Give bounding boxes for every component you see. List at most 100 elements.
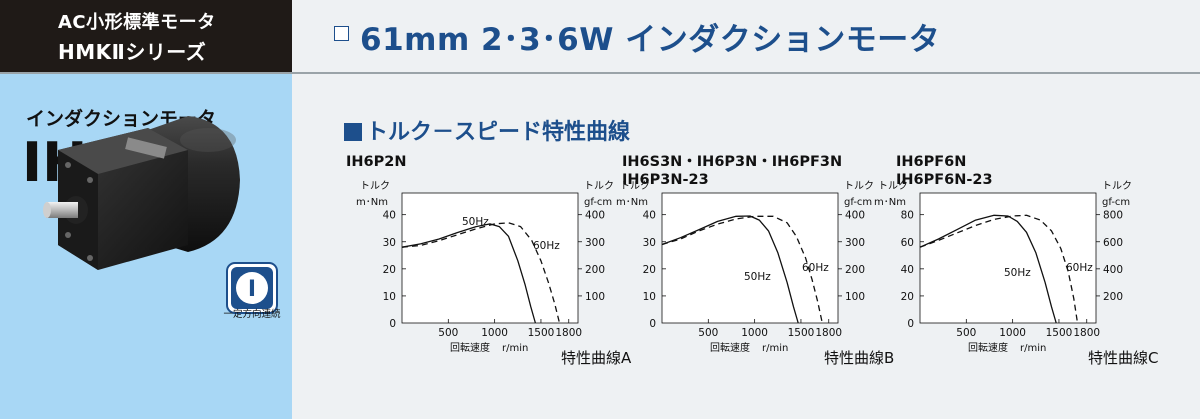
y-axis-unit-left: m･Nm xyxy=(616,197,648,208)
series-label-50hz: 50Hz xyxy=(462,216,489,228)
y-tick-label-left: 0 xyxy=(389,318,396,330)
y-axis-label-right: トルク xyxy=(844,180,874,192)
x-tick-label: 1500 xyxy=(528,327,555,339)
x-axis-label: 回転速度 xyxy=(450,341,490,354)
chart-a-model-1: IH6P2N xyxy=(346,154,407,170)
x-tick-label: 1000 xyxy=(741,327,768,339)
y-tick-label-right: 100 xyxy=(845,291,865,303)
motor-image xyxy=(43,116,240,270)
y-tick-label-right: 400 xyxy=(585,210,605,222)
x-tick-label: 500 xyxy=(698,327,718,339)
y-axis-label-right: トルク xyxy=(1102,180,1132,192)
x-tick-label: 1500 xyxy=(1046,327,1073,339)
y-axis-unit-left: m･Nm xyxy=(356,197,388,208)
y-axis-label-left: トルク xyxy=(620,180,650,192)
y-tick-label-left: 0 xyxy=(907,318,914,330)
chart-b-caption: 特性曲線B xyxy=(824,349,895,367)
y-tick-label-left: 0 xyxy=(649,318,656,330)
chart-b-model-2: IH6P3N-23 xyxy=(622,172,709,188)
y-axis-unit-right: gf-cm xyxy=(1102,197,1130,208)
chart-b: トルク m･Nm トルク gf-cm 0 10 20 30 40 100 200 300 400 500 1… xyxy=(616,180,874,354)
chart-c-models: IH6PF6N IH6PF6N-23 xyxy=(896,153,993,189)
y-tick-label-right: 200 xyxy=(1103,291,1123,303)
plot-frame xyxy=(661,192,839,324)
chart-c-caption: 特性曲線C xyxy=(1088,349,1159,367)
x-axis-unit: r/min xyxy=(1020,343,1046,354)
series-line-60hz xyxy=(919,214,1079,324)
page-header: 61mm 2･3･6W インダクションモータ xyxy=(292,0,1200,72)
plot-frame xyxy=(401,192,579,324)
chart-b-models: IH6S3N・IH6P3N・IH6PF3N IH6P3N-23 xyxy=(622,153,842,189)
series-box: AC小形標準モータ HMKⅡシリーズ xyxy=(0,0,292,72)
y-tick-label-right: 300 xyxy=(585,237,605,249)
y-tick-label-right: 200 xyxy=(585,264,605,276)
y-tick-label-left: 80 xyxy=(901,210,914,222)
y-axis-unit-right: gf-cm xyxy=(584,197,612,208)
chart-c: トルク m･Nm トルク gf-cm 0 20 40 60 80 200 400 600 800 500 1… xyxy=(874,180,1132,354)
header-divider xyxy=(0,72,1200,74)
y-tick-label-left: 30 xyxy=(643,237,656,249)
x-tick-label: 500 xyxy=(956,327,976,339)
series-line-60hz xyxy=(401,222,561,324)
y-tick-label-left: 40 xyxy=(901,264,914,276)
chart-a: トルク m･Nm トルク gf-cm 0 10 20 30 40 100 200 300 400 500 1… xyxy=(356,180,614,354)
series-line-50hz xyxy=(661,215,799,324)
y-axis-unit-left: m･Nm xyxy=(874,197,906,208)
y-tick-label-right: 800 xyxy=(1103,210,1123,222)
x-tick-label: 1800 xyxy=(815,327,842,339)
y-tick-label-left: 20 xyxy=(901,291,914,303)
y-tick-label-left: 30 xyxy=(383,237,396,249)
series-line-50hz xyxy=(919,214,1057,324)
chart-a-models: IH6P2N xyxy=(346,153,406,171)
x-tick-label: 1800 xyxy=(555,327,582,339)
series-line1: AC小形標準モータ xyxy=(58,12,216,33)
y-tick-label-right: 400 xyxy=(1103,264,1123,276)
chart-a-caption: 特性曲線A xyxy=(561,349,632,367)
y-tick-label-right: 100 xyxy=(585,291,605,303)
y-tick-label-right: 600 xyxy=(1103,237,1123,249)
y-tick-label-right: 300 xyxy=(845,237,865,249)
series-label-60hz: 60Hz xyxy=(533,240,560,252)
y-axis-label-right: トルク xyxy=(584,180,614,192)
y-tick-label-right: 400 xyxy=(845,210,865,222)
y-axis-label-left: トルク xyxy=(878,180,908,192)
y-tick-label-left: 10 xyxy=(643,291,656,303)
x-tick-label: 1800 xyxy=(1073,327,1100,339)
y-tick-label-left: 20 xyxy=(383,264,396,276)
chart-c-model-1: IH6PF6N xyxy=(896,154,967,170)
x-tick-label: 1000 xyxy=(999,327,1026,339)
chart-b-model-1: IH6S3N・IH6P3N・IH6PF3N xyxy=(622,154,843,170)
plot-frame xyxy=(919,192,1097,324)
x-tick-label: 1500 xyxy=(788,327,815,339)
title-square-icon xyxy=(334,26,349,41)
section-title-text: トルク－スピード特性曲線 xyxy=(366,120,631,145)
y-axis-label-left: トルク xyxy=(360,180,390,192)
x-tick-label: 1000 xyxy=(481,327,508,339)
series-label-50hz: 50Hz xyxy=(744,271,771,283)
series-label-50hz: 50Hz xyxy=(1004,267,1031,279)
x-axis-label: 回転速度 xyxy=(710,341,750,354)
x-axis-unit: r/min xyxy=(502,343,528,354)
series-line-60hz xyxy=(661,215,823,324)
badge-symbol: I xyxy=(248,277,256,302)
y-tick-label-left: 40 xyxy=(383,210,396,222)
series-line-50hz xyxy=(401,223,537,324)
y-tick-label-right: 200 xyxy=(845,264,865,276)
x-tick-label: 500 xyxy=(438,327,458,339)
y-tick-label-left: 20 xyxy=(643,264,656,276)
series-label-60hz: 60Hz xyxy=(802,262,829,274)
section-square-icon xyxy=(344,123,362,141)
y-tick-label-left: 60 xyxy=(901,237,914,249)
y-tick-label-left: 10 xyxy=(383,291,396,303)
chart-c-model-2: IH6PF6N-23 xyxy=(896,172,993,188)
y-tick-label-left: 40 xyxy=(643,210,656,222)
series-label-60hz: 60Hz xyxy=(1066,262,1093,274)
badge-label: 一定方向連続 xyxy=(223,309,281,320)
x-axis-unit: r/min xyxy=(762,343,788,354)
page-title: 61mm 2･3･6W インダクションモータ xyxy=(360,22,941,58)
continuous-operation-badge-icon: I xyxy=(226,262,278,314)
section-title: トルク－スピード特性曲線 xyxy=(344,114,630,146)
y-axis-unit-right: gf-cm xyxy=(844,197,872,208)
x-axis-label: 回転速度 xyxy=(968,341,1008,354)
series-line2: HMKⅡシリーズ xyxy=(58,40,207,64)
